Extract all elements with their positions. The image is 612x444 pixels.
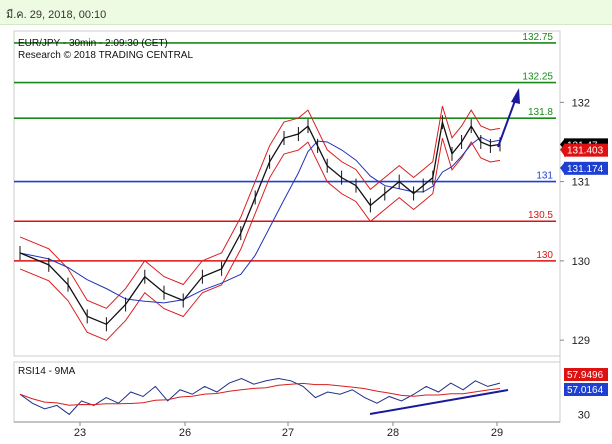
rsi-ma-line (19, 382, 501, 406)
price-tag-label-1: 131.403 (567, 146, 604, 157)
price-tick-label-3: 132 (572, 97, 590, 109)
bollinger-bands (19, 106, 501, 341)
rsi-series: 30 57.9496 57.0164 (19, 368, 608, 421)
price-tick-label-2: 131 (572, 177, 590, 189)
price-axis: 129 130 131 132 (560, 97, 590, 347)
rsi-panel-frame (13, 361, 561, 423)
price-tag-label-2: 131.174 (567, 164, 604, 175)
time-tick-label-2: 27 (282, 427, 294, 439)
price-tag-bg-1 (564, 143, 608, 157)
bollinger-lower (19, 138, 501, 341)
rsi-title: RSI14 - 9MA (18, 366, 76, 377)
projection-arrow (497, 88, 520, 148)
rsi-trendline (369, 389, 509, 415)
price-tag-pointer-2 (560, 161, 565, 175)
rsi-tick-label-0: 30 (578, 409, 590, 421)
time-tick-label-1: 26 (179, 427, 191, 439)
timestamp: มี.ค. 29, 2018, 00:10 (6, 9, 107, 21)
price-tick-label-1: 130 (572, 256, 590, 268)
level-label-1: 132.25 (522, 72, 553, 83)
rsi-tag-label-0: 57.9496 (567, 370, 604, 381)
rsi-tag-bg-0 (564, 368, 608, 381)
level-label-0: 132.75 (522, 32, 553, 43)
time-tick-label-4: 29 (491, 427, 503, 439)
bollinger-upper (19, 106, 501, 309)
price-tick-label-0: 129 (572, 335, 590, 347)
moving-average (19, 136, 501, 304)
chart-title: EUR/JPY - 30min - 2:09:30 (CET) (18, 38, 168, 49)
time-tick-label-0: 23 (74, 427, 86, 439)
rsi-line (19, 378, 501, 416)
rsi-tag-bg-1 (564, 383, 608, 396)
chart-subtitle: Research © 2018 TRADING CENTRAL (18, 50, 193, 61)
price-series (19, 115, 501, 332)
level-label-5: 130 (536, 250, 553, 261)
level-label-4: 130.5 (528, 210, 553, 221)
level-label-2: 131.8 (528, 107, 553, 118)
rsi-tag-label-1: 57.0164 (567, 385, 604, 396)
price-tag-pointer-1 (560, 143, 565, 157)
level-lines: 132.75 132.25 131.8 131 130.5 130 (14, 32, 556, 262)
time-axis: 23 26 27 28 29 (74, 422, 503, 439)
header-bar: มี.ค. 29, 2018, 00:10 (0, 0, 612, 25)
time-tick-label-3: 28 (387, 427, 399, 439)
price-line (19, 121, 501, 326)
price-tag-bg-2 (564, 161, 608, 175)
level-label-3: 131 (536, 171, 553, 182)
